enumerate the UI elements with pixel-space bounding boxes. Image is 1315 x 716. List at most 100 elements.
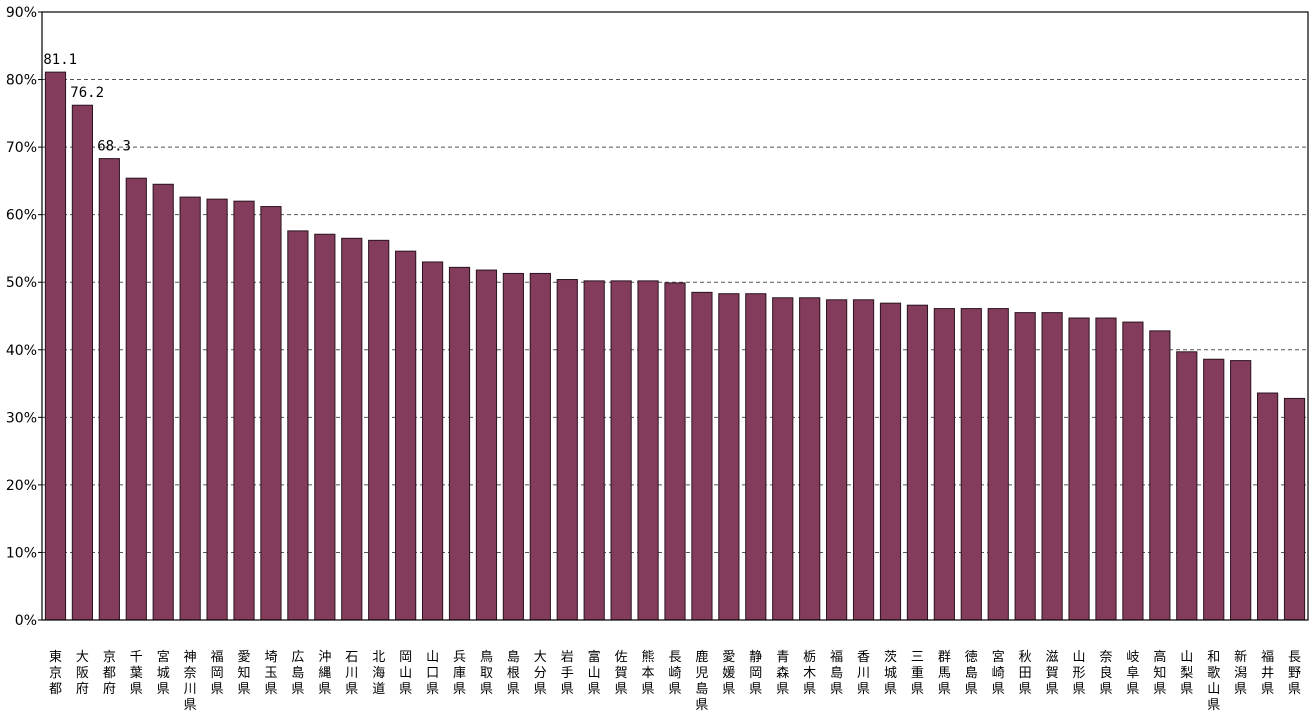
bar <box>799 297 821 621</box>
bar <box>314 233 336 621</box>
bars <box>44 71 1306 621</box>
bar <box>1122 321 1144 621</box>
bar <box>1203 358 1225 621</box>
x-tick-label: 福岡県 <box>211 650 224 697</box>
bar <box>718 293 740 621</box>
bar <box>395 250 417 621</box>
y-tick-label: 10% <box>6 545 37 561</box>
x-tick-label: 三重県 <box>911 650 924 697</box>
x-tick-label: 岐阜県 <box>1126 650 1139 697</box>
bar <box>1256 392 1279 621</box>
bar <box>772 297 794 621</box>
x-tick-label: 鹿児島県 <box>695 649 708 713</box>
x-tick-label: 山梨県 <box>1180 650 1193 697</box>
x-tick-label: 大阪府 <box>76 650 89 697</box>
bar <box>368 239 390 621</box>
bar <box>98 158 120 621</box>
x-tick-label: 秋田県 <box>1019 650 1032 697</box>
x-tick-label: 愛知県 <box>238 650 251 697</box>
bar <box>664 282 686 621</box>
bar <box>745 293 767 621</box>
bar <box>1230 360 1252 621</box>
bar <box>475 269 498 621</box>
bar <box>879 302 902 621</box>
x-tick-label: 福井県 <box>1261 650 1274 697</box>
x-tick-label: 香川県 <box>857 650 870 697</box>
bar <box>933 308 955 621</box>
x-tick-label: 京都府 <box>103 650 116 697</box>
x-tick-label: 富山県 <box>588 649 601 697</box>
y-tick-label: 40% <box>6 343 37 359</box>
x-tick-label: 奈良県 <box>1099 650 1112 697</box>
x-tick-label: 山形県 <box>1073 650 1086 697</box>
bar <box>1068 317 1090 621</box>
bar <box>529 272 551 621</box>
x-tick-label: 東京都 <box>49 649 62 697</box>
bar <box>987 308 1009 621</box>
x-tick-label: 岡山県 <box>399 650 412 697</box>
x-tick-label: 茨城県 <box>884 650 897 697</box>
bar <box>448 266 471 621</box>
y-tick-label: 70% <box>6 140 37 156</box>
bar <box>152 183 174 621</box>
bar <box>71 104 94 621</box>
bar <box>260 206 282 621</box>
x-tick-label: 栃木県 <box>803 650 816 697</box>
bar <box>1041 312 1063 621</box>
x-tick-label: 長崎県 <box>668 650 681 697</box>
x-tick-label: 神奈川県 <box>184 650 197 713</box>
x-tick-label: 熊本県 <box>642 649 655 697</box>
bar <box>556 279 578 621</box>
x-tick-label: 沖縄県 <box>318 650 331 697</box>
x-tick-label: 兵庫県 <box>453 650 466 697</box>
x-tick-label: 大分県 <box>534 650 547 697</box>
x-tick-label: 高知県 <box>1153 649 1166 697</box>
y-tick-labels: 0% 10% 20% 30% 40% 50% 60% 70% 80% 90% <box>6 5 37 629</box>
bar <box>179 196 201 621</box>
x-tick-label: 広島県 <box>291 650 304 697</box>
bar <box>583 280 605 621</box>
data-label: 81.1 <box>43 52 77 68</box>
bar <box>502 272 524 621</box>
data-labels: 81.1 76.2 68.3 <box>43 52 131 154</box>
x-tick-label: 石川県 <box>345 650 358 697</box>
axes <box>38 11 1309 621</box>
x-tick-label: 千葉県 <box>130 650 143 697</box>
data-label: 76.2 <box>70 85 104 101</box>
y-tick-label: 60% <box>6 208 37 224</box>
bar <box>1095 317 1117 621</box>
x-tick-label: 埼玉県 <box>264 650 277 697</box>
y-tick-label: 20% <box>6 478 37 494</box>
y-tick-label: 50% <box>6 275 37 291</box>
bar <box>287 230 309 621</box>
bar <box>1014 312 1036 621</box>
bar <box>341 237 363 621</box>
bar <box>826 299 848 621</box>
bar <box>637 280 659 621</box>
x-tick-label: 青森県 <box>776 650 789 697</box>
y-tick-label: 30% <box>6 410 37 426</box>
x-tick-label: 和歌山県 <box>1207 650 1220 713</box>
x-tick-label: 宮城県 <box>157 649 170 697</box>
x-tick-label: 新潟県 <box>1234 649 1247 697</box>
data-label: 68.3 <box>97 139 131 155</box>
bar <box>44 71 67 621</box>
x-tick-label: 島根県 <box>507 650 520 697</box>
x-tick-label: 愛媛県 <box>722 650 735 697</box>
x-tick-label: 山口県 <box>426 650 439 697</box>
x-tick-label: 岩手県 <box>561 650 574 697</box>
x-tick-label: 長野県 <box>1288 650 1301 697</box>
x-tick-label: 静岡県 <box>749 650 762 697</box>
bar <box>1176 351 1198 621</box>
y-tick-label: 80% <box>6 73 37 89</box>
y-tick-label: 0% <box>15 613 37 629</box>
bar <box>960 308 982 621</box>
x-tick-label: 宮崎県 <box>992 649 1005 697</box>
x-tick-label: 福島県 <box>830 650 843 697</box>
x-tick-label: 佐賀県 <box>615 650 628 697</box>
bar <box>1283 397 1306 621</box>
bar <box>421 261 444 621</box>
